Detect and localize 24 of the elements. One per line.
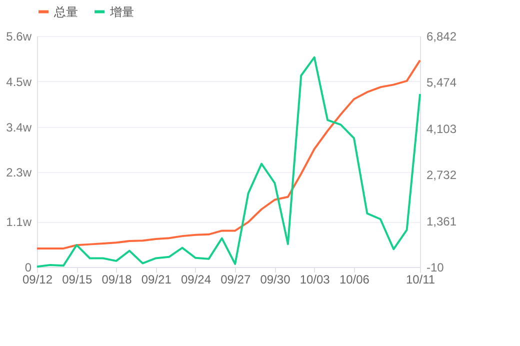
y2-tick-label: 1,361 — [426, 214, 457, 228]
legend-label: 总量 — [53, 4, 78, 19]
y2-tick-label: 6,842 — [426, 30, 457, 44]
x-tick-label: 09/27 — [220, 272, 251, 286]
x-tick-label: 09/21 — [141, 272, 172, 286]
x-tick-label: 09/24 — [180, 272, 212, 286]
y-tick-label: 5.6w — [6, 30, 32, 44]
y2-tick-label: 5,474 — [426, 76, 457, 90]
legend-label: 增量 — [109, 4, 134, 19]
x-tick-label: 10/06 — [339, 272, 370, 286]
x-tick-label: 10/11 — [406, 272, 436, 286]
x-tick-label: 10/03 — [300, 272, 330, 286]
y-tick-label: 0 — [24, 260, 32, 274]
x-tick-label: 09/12 — [22, 272, 53, 286]
y2-tick-label: 4,103 — [426, 122, 457, 136]
y2-tick-label: 2,732 — [426, 168, 457, 182]
x-tick-label: 09/15 — [62, 272, 92, 286]
y2-tick-label: -10 — [426, 260, 444, 274]
y-tick-label: 4.5w — [6, 74, 32, 89]
x-tick-label: 09/18 — [102, 272, 132, 286]
y-tick-label: 3.4w — [6, 120, 32, 134]
y-tick-label: 1.1w — [6, 215, 32, 230]
y-tick-label: 2.3w — [6, 166, 32, 180]
x-tick-label: 09/30 — [260, 272, 291, 286]
